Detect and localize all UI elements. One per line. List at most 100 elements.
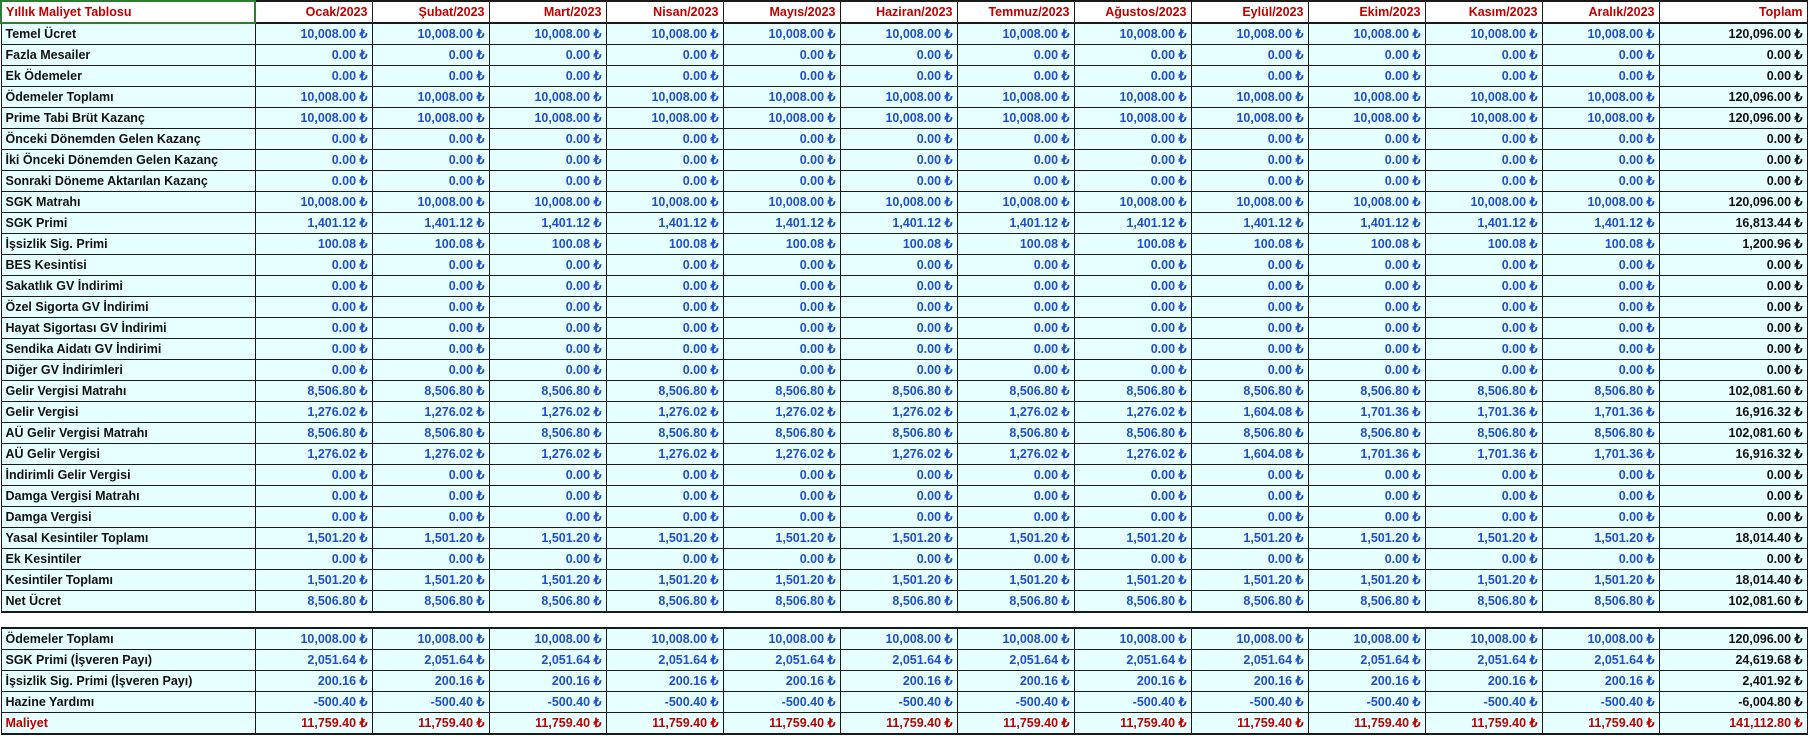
value-cell[interactable]: 0.00 ₺ (956, 65, 1075, 87)
value-cell[interactable]: 0.00 ₺ (1190, 128, 1309, 150)
value-cell[interactable]: 0.00 ₺ (722, 506, 841, 528)
value-cell[interactable]: 0.00 ₺ (839, 317, 958, 339)
empty-cell[interactable] (1308, 611, 1425, 629)
value-cell[interactable]: 0.00 ₺ (254, 338, 373, 360)
empty-cell[interactable] (1191, 611, 1308, 629)
value-cell[interactable]: 10,008.00 ₺ (1541, 627, 1660, 650)
total-cell[interactable]: 141,112.80 ₺ (1658, 712, 1808, 735)
row-label-cell[interactable]: Maliyet (0, 712, 256, 735)
value-cell[interactable]: 0.00 ₺ (605, 44, 724, 66)
value-cell[interactable]: 0.00 ₺ (956, 44, 1075, 66)
value-cell[interactable]: 10,008.00 ₺ (488, 191, 607, 213)
value-cell[interactable]: 0.00 ₺ (839, 254, 958, 276)
value-cell[interactable]: 0.00 ₺ (254, 275, 373, 297)
value-cell[interactable]: 8,506.80 ₺ (1424, 590, 1543, 613)
value-cell[interactable]: 0.00 ₺ (371, 317, 490, 339)
total-cell[interactable]: 2,401.92 ₺ (1658, 670, 1808, 692)
value-cell[interactable]: 0.00 ₺ (722, 317, 841, 339)
value-cell[interactable]: 0.00 ₺ (371, 548, 490, 570)
value-cell[interactable]: 2,051.64 ₺ (1307, 649, 1426, 671)
value-cell[interactable]: 8,506.80 ₺ (956, 380, 1075, 402)
value-cell[interactable]: 200.16 ₺ (956, 670, 1075, 692)
value-cell[interactable]: 8,506.80 ₺ (839, 380, 958, 402)
value-cell[interactable]: 1,276.02 ₺ (1073, 443, 1192, 465)
value-cell[interactable]: 0.00 ₺ (722, 149, 841, 171)
value-cell[interactable]: 8,506.80 ₺ (488, 380, 607, 402)
value-cell[interactable]: 0.00 ₺ (956, 548, 1075, 570)
value-cell[interactable]: 2,051.64 ₺ (254, 649, 373, 671)
value-cell[interactable]: 8,506.80 ₺ (839, 422, 958, 444)
value-cell[interactable]: 0.00 ₺ (1307, 317, 1426, 339)
value-cell[interactable]: 1,501.20 ₺ (1073, 569, 1192, 591)
value-cell[interactable]: 0.00 ₺ (722, 65, 841, 87)
value-cell[interactable]: 0.00 ₺ (371, 275, 490, 297)
value-cell[interactable]: 1,501.20 ₺ (956, 527, 1075, 549)
value-cell[interactable]: 0.00 ₺ (488, 317, 607, 339)
value-cell[interactable]: 1,401.12 ₺ (254, 212, 373, 234)
value-cell[interactable]: 0.00 ₺ (488, 44, 607, 66)
value-cell[interactable]: 10,008.00 ₺ (956, 627, 1075, 650)
header-month-cell[interactable]: Nisan/2023 (605, 0, 724, 24)
value-cell[interactable]: 0.00 ₺ (1190, 359, 1309, 381)
value-cell[interactable]: 0.00 ₺ (1424, 65, 1543, 87)
row-label-cell[interactable]: Ek Kesintiler (0, 548, 256, 570)
value-cell[interactable]: 0.00 ₺ (488, 128, 607, 150)
value-cell[interactable]: 200.16 ₺ (371, 670, 490, 692)
value-cell[interactable]: -500.40 ₺ (371, 691, 490, 713)
value-cell[interactable]: 0.00 ₺ (371, 506, 490, 528)
value-cell[interactable]: 10,008.00 ₺ (722, 191, 841, 213)
value-cell[interactable]: 1,701.36 ₺ (1424, 443, 1543, 465)
header-month-cell[interactable]: Şubat/2023 (371, 0, 490, 24)
value-cell[interactable]: 0.00 ₺ (1307, 485, 1426, 507)
value-cell[interactable]: 0.00 ₺ (254, 485, 373, 507)
value-cell[interactable]: 10,008.00 ₺ (839, 22, 958, 45)
value-cell[interactable]: 0.00 ₺ (605, 464, 724, 486)
value-cell[interactable]: 10,008.00 ₺ (956, 107, 1075, 129)
value-cell[interactable]: -500.40 ₺ (1541, 691, 1660, 713)
value-cell[interactable]: 1,401.12 ₺ (956, 212, 1075, 234)
value-cell[interactable]: 10,008.00 ₺ (956, 86, 1075, 108)
value-cell[interactable]: 10,008.00 ₺ (722, 86, 841, 108)
value-cell[interactable]: 1,276.02 ₺ (488, 401, 607, 423)
value-cell[interactable]: 1,501.20 ₺ (605, 527, 724, 549)
value-cell[interactable]: 0.00 ₺ (839, 506, 958, 528)
value-cell[interactable]: 0.00 ₺ (371, 485, 490, 507)
value-cell[interactable]: 0.00 ₺ (1190, 65, 1309, 87)
value-cell[interactable]: 0.00 ₺ (254, 506, 373, 528)
value-cell[interactable]: 2,051.64 ₺ (722, 649, 841, 671)
value-cell[interactable]: 0.00 ₺ (1307, 170, 1426, 192)
value-cell[interactable]: 0.00 ₺ (1424, 506, 1543, 528)
value-cell[interactable]: 0.00 ₺ (722, 128, 841, 150)
value-cell[interactable]: 2,051.64 ₺ (1541, 649, 1660, 671)
value-cell[interactable]: 0.00 ₺ (839, 275, 958, 297)
value-cell[interactable]: 0.00 ₺ (1307, 44, 1426, 66)
value-cell[interactable]: 100.08 ₺ (488, 233, 607, 255)
value-cell[interactable]: 0.00 ₺ (488, 170, 607, 192)
value-cell[interactable]: 1,401.12 ₺ (722, 212, 841, 234)
value-cell[interactable]: 0.00 ₺ (1307, 548, 1426, 570)
row-label-cell[interactable]: Prime Tabi Brüt Kazanç (0, 107, 256, 129)
total-cell[interactable]: 102,081.60 ₺ (1658, 422, 1808, 444)
value-cell[interactable]: 0.00 ₺ (839, 128, 958, 150)
value-cell[interactable]: 11,759.40 ₺ (254, 712, 373, 735)
value-cell[interactable]: 0.00 ₺ (371, 149, 490, 171)
value-cell[interactable]: 0.00 ₺ (605, 506, 724, 528)
value-cell[interactable]: 10,008.00 ₺ (1073, 627, 1192, 650)
value-cell[interactable]: 1,276.02 ₺ (488, 443, 607, 465)
value-cell[interactable]: 0.00 ₺ (1424, 170, 1543, 192)
value-cell[interactable]: 8,506.80 ₺ (1190, 590, 1309, 613)
value-cell[interactable]: 1,401.12 ₺ (1307, 212, 1426, 234)
row-label-cell[interactable]: Sonraki Döneme Aktarılan Kazanç (0, 170, 256, 192)
value-cell[interactable]: 0.00 ₺ (956, 170, 1075, 192)
value-cell[interactable]: 0.00 ₺ (1424, 359, 1543, 381)
total-cell[interactable]: 0.00 ₺ (1658, 317, 1808, 339)
value-cell[interactable]: 0.00 ₺ (956, 485, 1075, 507)
value-cell[interactable]: 0.00 ₺ (722, 275, 841, 297)
value-cell[interactable]: 0.00 ₺ (1190, 44, 1309, 66)
value-cell[interactable]: 0.00 ₺ (605, 548, 724, 570)
total-cell[interactable]: 0.00 ₺ (1658, 296, 1808, 318)
value-cell[interactable]: 11,759.40 ₺ (1541, 712, 1660, 735)
total-cell[interactable]: 18,014.40 ₺ (1658, 527, 1808, 549)
value-cell[interactable]: 2,051.64 ₺ (956, 649, 1075, 671)
value-cell[interactable]: 0.00 ₺ (1424, 44, 1543, 66)
